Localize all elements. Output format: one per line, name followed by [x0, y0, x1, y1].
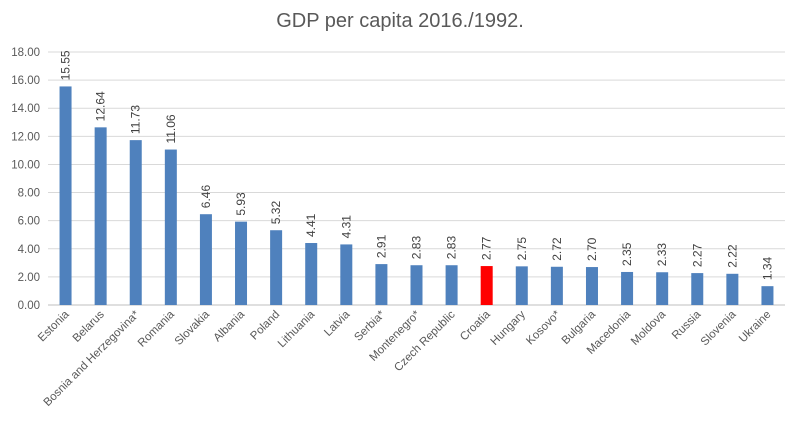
- bar: [164, 149, 177, 305]
- data-label: 2.27: [690, 243, 704, 267]
- y-tick-label: 6.00: [18, 216, 40, 228]
- category-label: Slovenia: [699, 308, 739, 348]
- bar: [445, 265, 458, 305]
- bar: [129, 140, 142, 305]
- bar: [585, 267, 598, 305]
- y-tick-label: 12.00: [11, 131, 40, 143]
- bar: [305, 243, 318, 305]
- data-label: 6.46: [199, 185, 213, 209]
- bar: [656, 272, 669, 305]
- bar: [550, 266, 563, 305]
- data-label: 2.72: [550, 237, 564, 261]
- bar: [410, 265, 423, 305]
- data-label: 2.35: [620, 242, 634, 266]
- data-label: 12.64: [94, 91, 108, 121]
- category-label: Latvia: [322, 308, 353, 339]
- data-labels: 15.55 12.64 11.73 11.06 6.46 5.93 5.32 4.41 4.31…: [59, 50, 775, 280]
- data-label: 4.31: [339, 215, 353, 239]
- category-label: Moldova: [629, 308, 669, 348]
- data-label: 11.73: [129, 105, 143, 134]
- category-label: Czech Republic: [392, 308, 458, 374]
- data-label: 2.83: [445, 236, 459, 260]
- data-label: 2.70: [585, 237, 599, 261]
- category-label: Croatia: [458, 308, 493, 343]
- category-label: Hungary: [489, 308, 528, 347]
- bar: [199, 214, 212, 305]
- bar: [761, 286, 774, 305]
- data-label: 2.91: [374, 234, 388, 258]
- data-label: 11.06: [164, 114, 178, 143]
- bar: [726, 273, 739, 305]
- category-label: Serbia*: [352, 308, 388, 344]
- bar: [375, 264, 388, 305]
- category-label: Poland: [248, 309, 282, 343]
- y-tick-label: 2.00: [18, 272, 40, 284]
- category-label: Romania: [136, 308, 177, 349]
- chart-title: GDP per capita 2016./1992.: [276, 10, 524, 32]
- y-tick-label: 8.00: [18, 188, 40, 200]
- data-label: 2.33: [655, 243, 669, 267]
- data-label: 1.34: [760, 256, 774, 280]
- y-tick-label: 10.00: [11, 159, 40, 171]
- bar: [94, 127, 107, 306]
- bar: [691, 273, 704, 305]
- category-label: Albania: [212, 308, 248, 344]
- data-label: 2.22: [725, 244, 739, 268]
- y-tick-label: 14.00: [11, 103, 40, 115]
- data-label: 4.41: [304, 213, 318, 237]
- y-tick-label: 4.00: [18, 244, 40, 256]
- category-label: Ukraine: [737, 309, 774, 346]
- bar: [59, 86, 72, 305]
- y-tick-label: 0.00: [18, 300, 40, 312]
- category-label: Estonia: [36, 308, 72, 344]
- category-label: Russia: [670, 308, 704, 342]
- data-label: 2.83: [410, 236, 424, 260]
- y-tick-label: 16.00: [11, 75, 40, 87]
- data-label: 15.55: [59, 50, 73, 80]
- bars: [59, 86, 774, 306]
- data-label: 2.75: [515, 237, 529, 261]
- bar: [235, 221, 248, 305]
- category-label: Kosovo*: [524, 308, 563, 347]
- data-label: 5.32: [269, 201, 283, 225]
- category-label: Slovakia: [173, 308, 213, 348]
- y-tick-label: 18.00: [11, 47, 40, 59]
- y-axis-tick-labels: 0.00 2.00 4.00 6.00 8.00 10.00 12.00 14.00 16.00…: [11, 47, 40, 312]
- data-label: 2.77: [480, 236, 494, 260]
- category-label: Lithuania: [276, 308, 318, 350]
- data-label: 5.93: [234, 192, 248, 216]
- bar: [515, 266, 528, 305]
- bar: [480, 266, 493, 305]
- bar: [621, 271, 634, 305]
- bar: [270, 230, 283, 305]
- bar: [340, 244, 353, 305]
